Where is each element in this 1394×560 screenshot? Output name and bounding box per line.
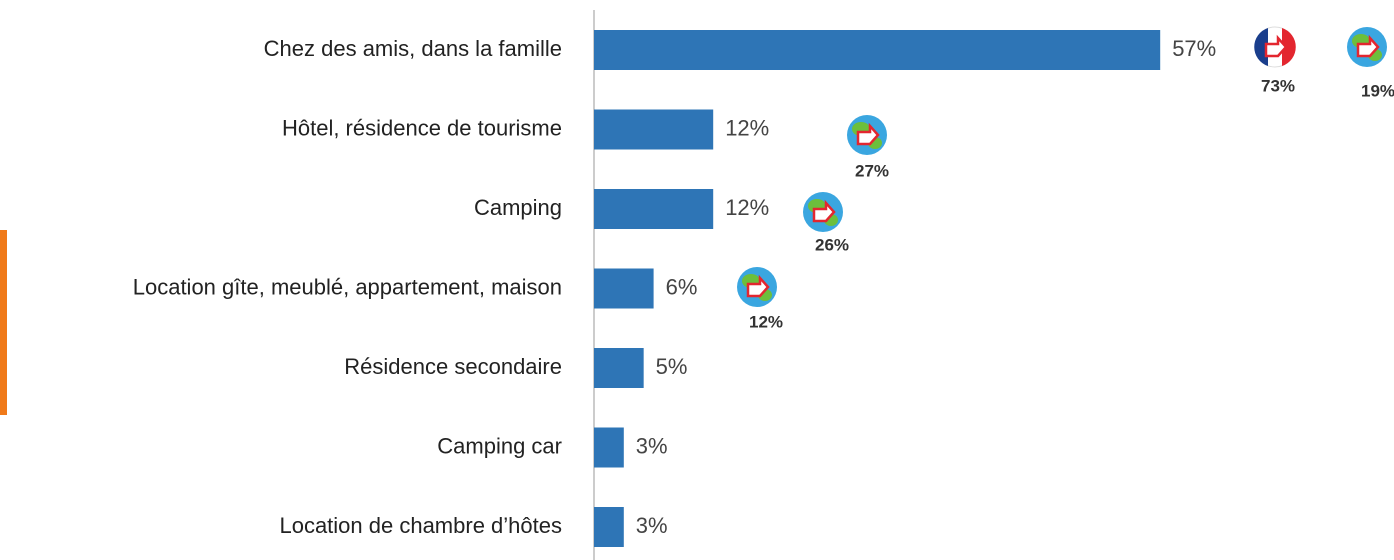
globe-icon [737, 267, 777, 307]
bar [594, 30, 1161, 70]
category-label: Camping [474, 195, 562, 220]
value-label: 3% [636, 433, 668, 458]
annotation: 19% [1361, 81, 1394, 100]
flag-icon [1254, 26, 1296, 68]
icon-arrow [1356, 34, 1380, 58]
icon-red [1282, 28, 1296, 66]
value-label: 3% [636, 513, 668, 538]
icon-arrow [746, 274, 770, 298]
annotation: 27% [855, 161, 889, 180]
category-label: Location de chambre d’hôtes [279, 513, 562, 538]
globe-icon [847, 115, 887, 155]
category-label: Hôtel, résidence de tourisme [282, 115, 562, 140]
annotation: 26% [815, 235, 849, 254]
bar [594, 348, 644, 388]
bar [594, 268, 654, 309]
category-label: Camping car [437, 433, 562, 458]
bar [594, 427, 624, 468]
value-label: 12% [725, 195, 769, 220]
annotation: 73% [1261, 76, 1295, 95]
value-label: 12% [725, 115, 769, 140]
category-label: Location gîte, meublé, appartement, mais… [133, 274, 562, 299]
category-label: Résidence secondaire [344, 354, 562, 379]
icon-blue [1254, 28, 1268, 66]
bar [594, 507, 624, 547]
annotation: 12% [749, 312, 783, 331]
value-label: 5% [656, 354, 688, 379]
value-label: 57% [1172, 36, 1216, 61]
value-label: 6% [666, 274, 698, 299]
globe-icon [803, 192, 843, 232]
globe-icon [1347, 27, 1387, 67]
bar [594, 189, 714, 229]
icon-arrow [1264, 34, 1288, 58]
accent-bar [0, 230, 7, 415]
icon-arrow [856, 122, 880, 146]
category-label: Chez des amis, dans la famille [264, 36, 562, 61]
icon-arrow [812, 199, 836, 223]
bar [594, 109, 714, 150]
